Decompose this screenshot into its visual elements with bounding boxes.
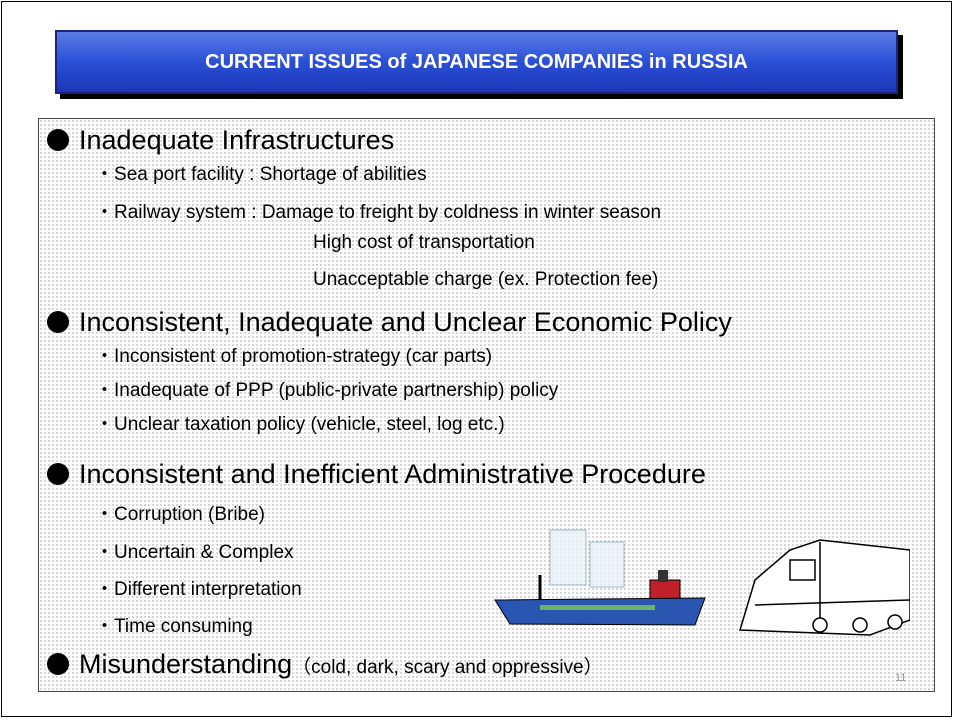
heading-text: Inadequate Infrastructures xyxy=(79,125,395,155)
heading-text: Inconsistent and Inefficient Administrat… xyxy=(79,459,706,489)
page-number: 11 xyxy=(895,672,907,684)
item-bullet: ・ xyxy=(95,346,115,367)
item-text: Uncertain & Complex xyxy=(114,542,294,563)
item-bullet: ・ xyxy=(95,542,115,563)
item-bullet: ・ xyxy=(95,616,115,637)
heading-note: （cold, dark, scary and oppressive） xyxy=(292,657,603,678)
train xyxy=(739,539,910,636)
section-heading: Misunderstanding（cold, dark, scary and o… xyxy=(47,649,603,680)
bullet xyxy=(47,463,69,485)
ship xyxy=(494,529,706,626)
list-item: ・Inadequate of PPP (public-private partn… xyxy=(95,375,558,402)
list-item: ・Corruption (Bribe) xyxy=(95,499,265,526)
section-heading: Inconsistent and Inefficient Administrat… xyxy=(47,459,706,490)
item-text: Different interpretation xyxy=(114,579,302,600)
list-item: ・Railway system : Damage to freight by c… xyxy=(95,197,661,224)
bullet xyxy=(47,129,69,151)
heading-text: Misunderstanding xyxy=(79,649,293,679)
list-item: ・Uncertain & Complex xyxy=(95,537,294,564)
item-bullet: ・ xyxy=(95,414,115,435)
slide-title: CURRENT ISSUES of JAPANESE COMPANIES in … xyxy=(55,30,898,94)
item-bullet: ・ xyxy=(95,164,115,185)
item-text: Inconsistent of promotion-strategy (car … xyxy=(114,346,493,367)
item-bullet: ・ xyxy=(95,579,115,600)
item-text: Railway system : Damage to freight by co… xyxy=(114,202,662,223)
section-heading: Inconsistent, Inadequate and Unclear Eco… xyxy=(47,307,732,338)
item-text: Inadequate of PPP (public-private partne… xyxy=(114,380,559,401)
bullet xyxy=(47,311,69,333)
item-text: Time consuming xyxy=(114,616,253,637)
heading-text: Inconsistent, Inadequate and Unclear Eco… xyxy=(79,307,732,337)
illustration xyxy=(494,529,910,636)
list-item: ・Time consuming xyxy=(95,611,253,638)
item-text: Corruption (Bribe) xyxy=(114,504,266,525)
section-heading: Inadequate Infrastructures xyxy=(47,125,394,156)
bullet xyxy=(47,653,69,675)
item-text: Unclear taxation policy (vehicle, steel,… xyxy=(114,414,505,435)
continuation-line: High cost of transportation xyxy=(313,232,535,253)
continuation-line: Unacceptable charge (ex. Protection fee) xyxy=(313,269,659,290)
item-bullet: ・ xyxy=(95,504,115,525)
item-bullet: ・ xyxy=(95,202,115,223)
list-item: ・Unclear taxation policy (vehicle, steel… xyxy=(95,409,505,436)
list-item: ・Sea port facility : Shortage of abiliti… xyxy=(95,159,427,186)
list-item: ・Different interpretation xyxy=(95,574,302,601)
item-text: Sea port facility : Shortage of abilitie… xyxy=(114,164,427,185)
list-item: ・Inconsistent of promotion-strategy (car… xyxy=(95,341,492,368)
item-bullet: ・ xyxy=(95,380,115,401)
